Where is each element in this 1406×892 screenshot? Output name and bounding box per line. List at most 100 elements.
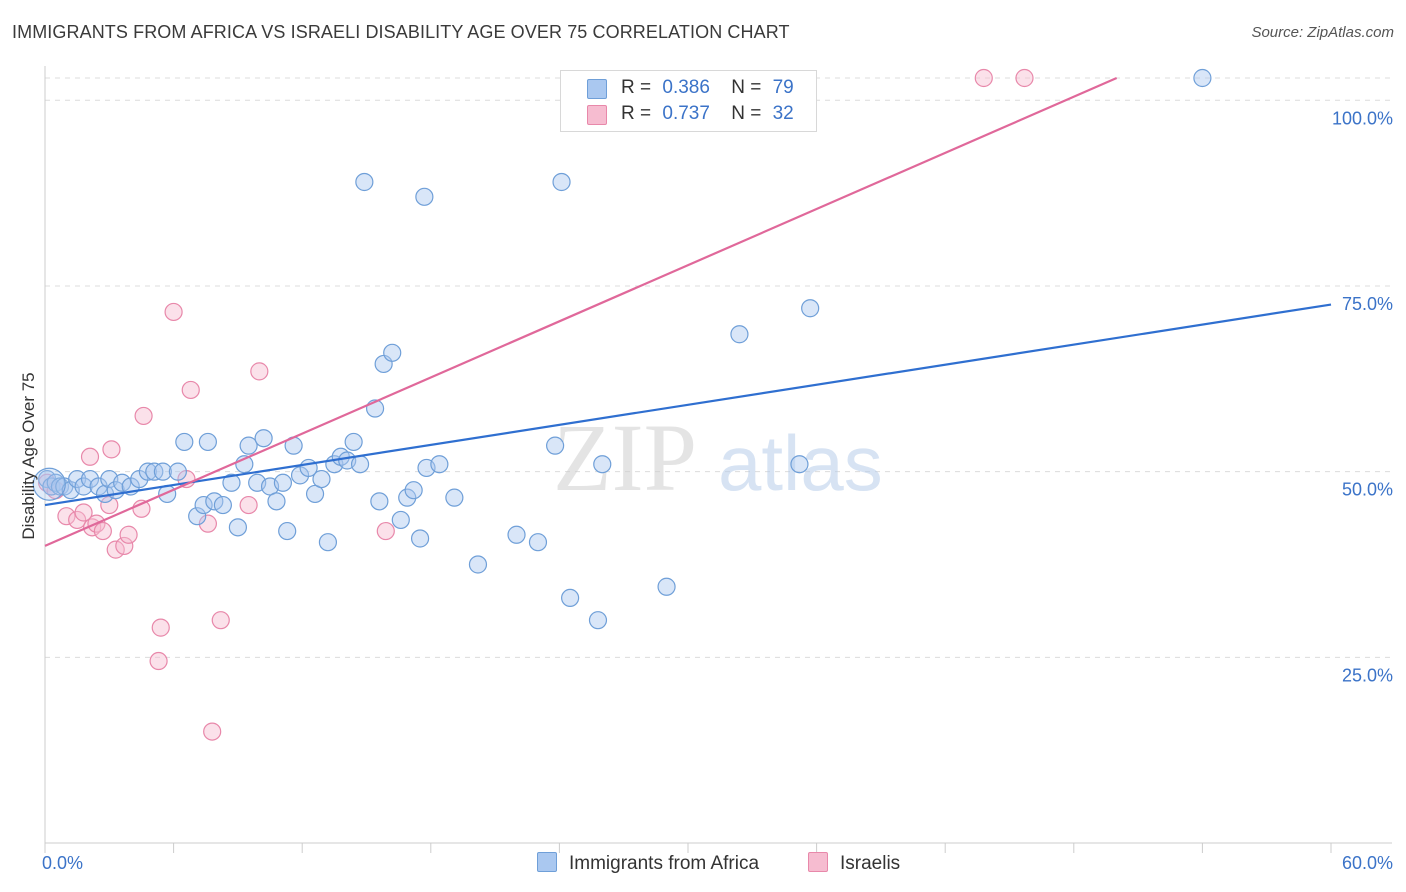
data-point-africa <box>430 455 449 474</box>
axes <box>44 66 1392 853</box>
data-point-africa <box>194 495 213 515</box>
data-point-africa <box>588 611 608 630</box>
data-point-africa <box>415 187 434 206</box>
watermark-zip: ZIP <box>553 404 697 511</box>
data-point-israelis <box>211 611 230 630</box>
data-point-africa <box>528 533 548 552</box>
data-point-africa <box>1193 68 1212 88</box>
data-point-israelis <box>57 507 76 526</box>
data-point-israelis <box>134 406 153 426</box>
legend-swatch-blue <box>587 79 607 99</box>
data-point-africa <box>273 473 293 492</box>
legend-label-africa: Immigrants from Africa <box>569 853 760 874</box>
data-point-israelis <box>119 525 138 544</box>
data-point-africa <box>468 555 488 574</box>
n-value: 32 <box>772 103 794 124</box>
data-point-israelis <box>102 440 121 459</box>
y-tick-label: 75.0% <box>1342 294 1393 314</box>
data-point-africa <box>546 436 565 455</box>
data-point-africa <box>254 429 273 448</box>
data-point-africa <box>383 343 402 362</box>
data-point-africa <box>213 495 232 515</box>
data-point-israelis <box>203 722 222 741</box>
data-point-israelis <box>239 495 258 515</box>
data-point-africa <box>404 481 423 500</box>
data-point-africa <box>153 462 172 481</box>
data-point-africa <box>278 521 297 541</box>
data-point-africa <box>175 432 194 452</box>
data-point-africa <box>593 455 612 474</box>
trendline-israelis <box>44 76 1118 547</box>
data-point-israelis <box>181 380 200 400</box>
n-label: N = <box>731 77 762 98</box>
data-point-africa <box>267 492 286 511</box>
y-tick-label: 100.0% <box>1332 108 1393 128</box>
grid-lines <box>45 77 1392 658</box>
data-point-africa <box>370 492 389 511</box>
data-point-africa <box>68 469 87 489</box>
data-point-africa <box>168 462 187 481</box>
legend-item-israelis: Israelis <box>808 852 900 875</box>
n-value: 79 <box>772 77 794 98</box>
trend-lines <box>44 76 1332 547</box>
r-label: R = <box>621 103 652 124</box>
tick-labels: 25.0% 50.0% 75.0% 100.0% 0.0% 60.0% <box>42 108 1393 873</box>
data-point-africa <box>790 455 809 474</box>
n-label: N = <box>731 103 762 124</box>
data-point-africa <box>138 462 157 481</box>
data-point-israelis <box>80 447 100 466</box>
r-value: 0.386 <box>662 77 710 98</box>
series-immigrants-from-africa <box>32 68 1212 630</box>
data-point-israelis <box>974 68 993 88</box>
data-point-israelis <box>68 510 87 530</box>
r-value: 0.737 <box>662 103 710 124</box>
data-point-africa <box>74 477 93 496</box>
y-axis-label: Disability Age Over 75 <box>19 372 38 539</box>
data-point-israelis <box>74 503 93 522</box>
data-point-africa <box>198 432 217 452</box>
stats-legend: R = 0.386 N = 79 R = 0.737 N = 32 <box>560 70 817 132</box>
data-point-africa <box>507 525 526 544</box>
watermark-atlas: atlas <box>718 419 883 507</box>
data-point-africa <box>239 436 258 455</box>
legend-swatch-blue <box>537 852 557 872</box>
x-tick-label: 0.0% <box>42 853 83 873</box>
data-point-africa <box>391 510 410 530</box>
data-point-africa <box>445 488 464 507</box>
data-point-africa <box>561 588 580 608</box>
legend-swatch-pink <box>587 105 607 125</box>
data-point-africa-cluster <box>32 467 66 501</box>
data-point-israelis <box>250 362 269 381</box>
data-point-israelis <box>164 302 183 322</box>
data-point-africa <box>344 432 363 452</box>
legend-swatch-pink <box>808 852 828 872</box>
chart-title: IMMIGRANTS FROM AFRICA VS ISRAELI DISABI… <box>12 22 790 42</box>
trendline-africa <box>44 303 1332 507</box>
data-point-israelis <box>149 651 168 671</box>
legend-item-africa: Immigrants from Africa <box>537 852 759 875</box>
data-point-israelis <box>151 618 170 637</box>
data-point-africa <box>350 455 370 474</box>
data-point-africa <box>89 477 108 496</box>
data-point-israelis <box>93 521 112 541</box>
data-point-africa <box>222 473 241 492</box>
source-label: Source: ZipAtlas.com <box>1251 24 1394 41</box>
legend-label-israelis: Israelis <box>840 853 901 874</box>
data-point-africa <box>355 172 374 192</box>
data-point-israelis <box>376 521 395 541</box>
data-point-africa <box>228 518 247 537</box>
series-israelis <box>38 68 1034 741</box>
data-point-africa <box>552 172 571 192</box>
y-tick-label: 25.0% <box>1342 665 1393 685</box>
x-tick-label: 60.0% <box>1342 853 1393 873</box>
data-point-israelis <box>198 514 217 533</box>
data-point-africa <box>657 577 676 596</box>
data-point-africa <box>318 533 338 552</box>
data-point-africa <box>398 488 417 507</box>
data-point-israelis <box>1015 68 1034 88</box>
data-point-africa <box>410 529 430 548</box>
data-point-africa <box>730 325 749 344</box>
data-point-israelis <box>115 536 134 556</box>
r-label: R = <box>621 77 652 98</box>
